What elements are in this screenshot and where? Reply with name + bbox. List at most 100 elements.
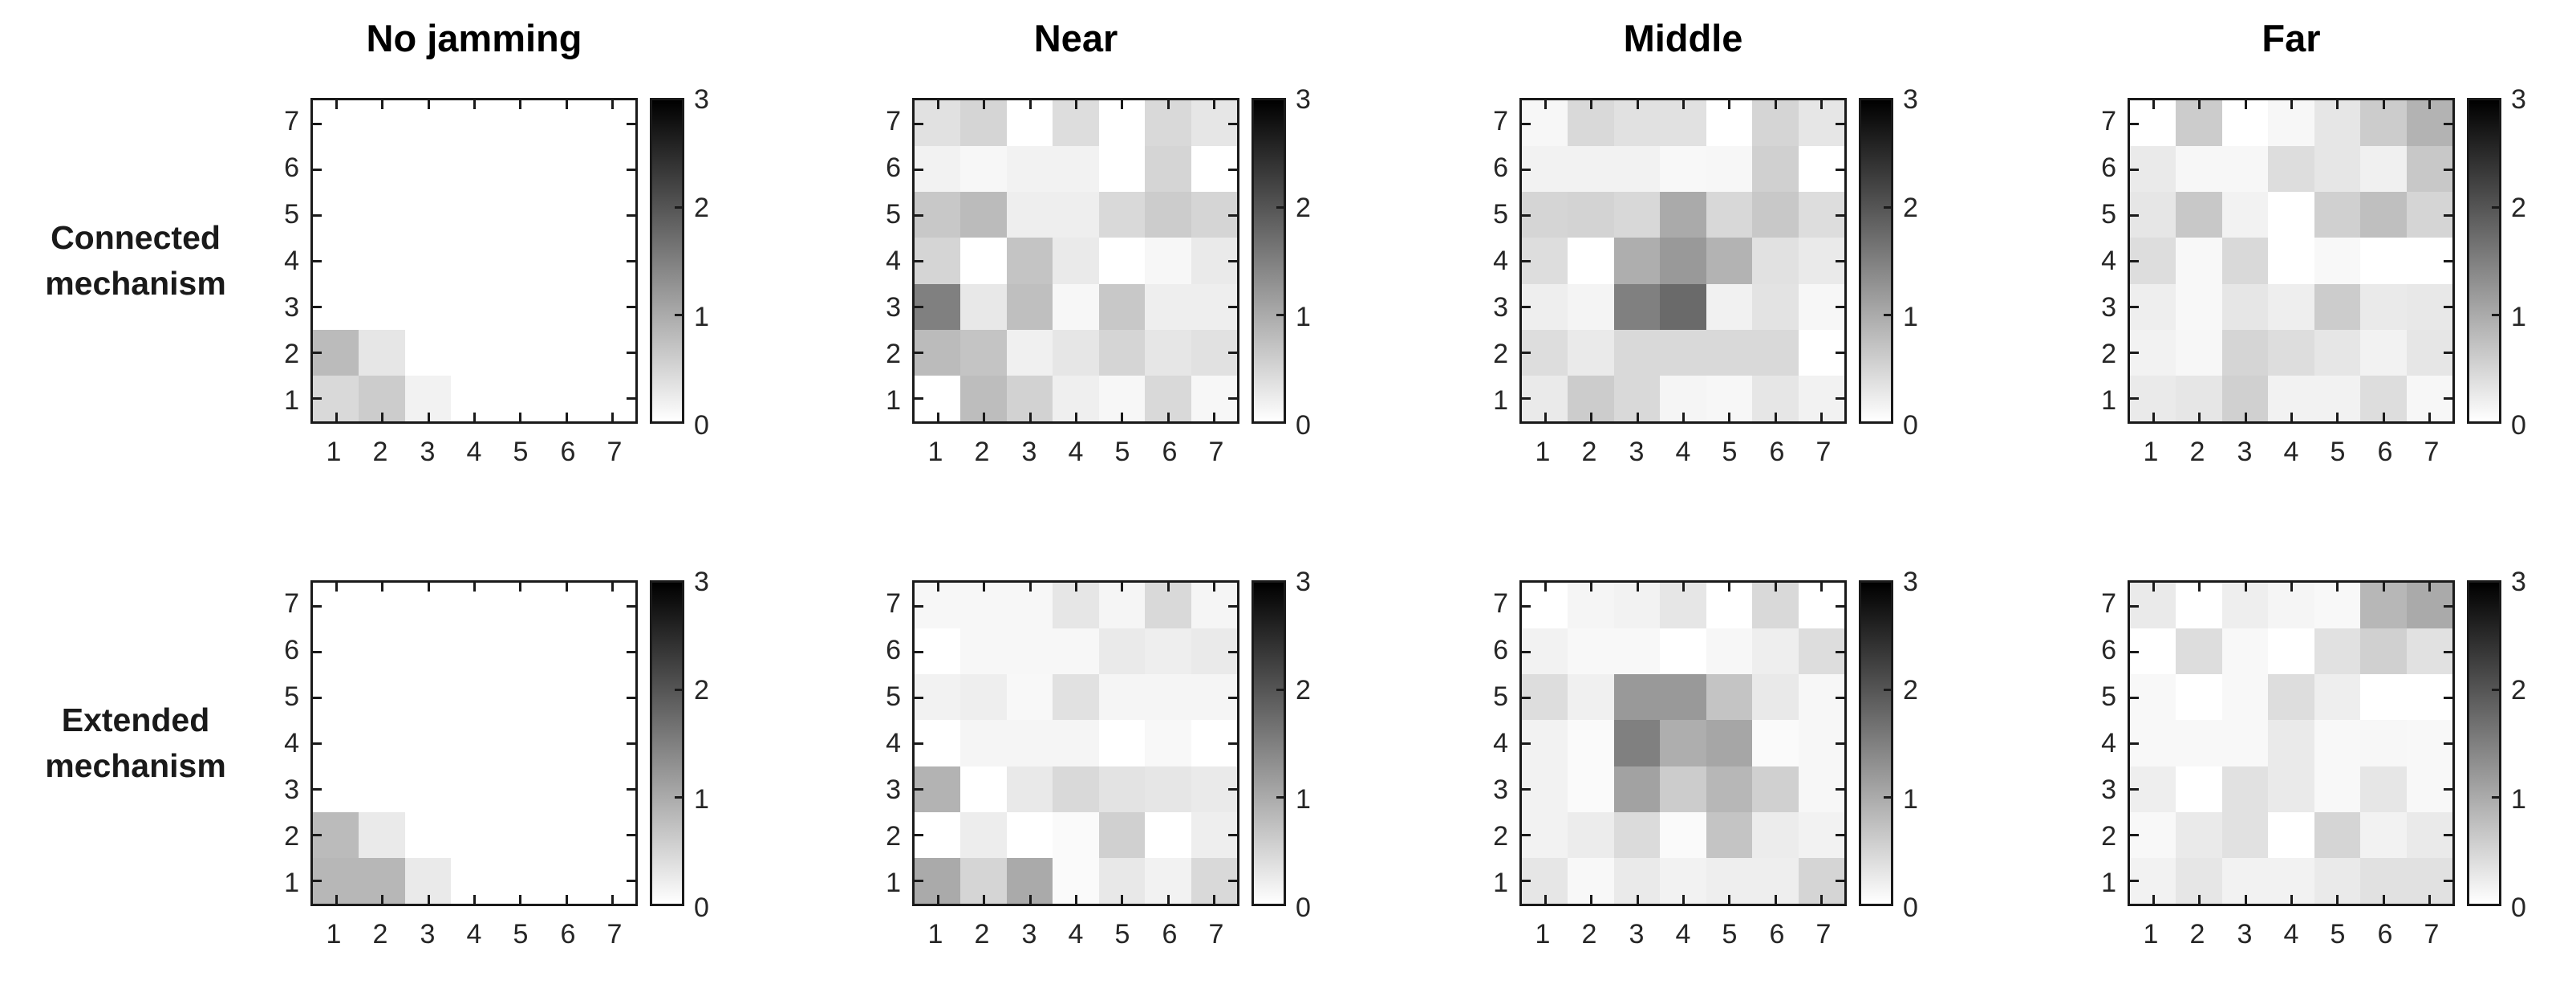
colorbar-tick-label: 0 bbox=[1296, 410, 1311, 441]
axis-tick bbox=[1228, 880, 1237, 882]
x-tick-label: 4 bbox=[2283, 437, 2299, 467]
axis-tick bbox=[1775, 100, 1777, 109]
y-tick-label: 2 bbox=[886, 339, 901, 369]
axis-tick bbox=[915, 880, 923, 882]
axis-tick bbox=[381, 413, 383, 421]
heatmap-cell bbox=[2314, 329, 2361, 376]
x-tick-label: 4 bbox=[2283, 919, 2299, 949]
heatmap-cell bbox=[1752, 146, 1799, 193]
heatmap-cell bbox=[960, 766, 1007, 812]
y-tick-label: 6 bbox=[886, 635, 901, 665]
axis-tick bbox=[1167, 895, 1170, 904]
x-tick-label: 2 bbox=[2189, 437, 2205, 467]
axis-tick bbox=[1590, 895, 1592, 904]
y-tick-label: 3 bbox=[2101, 775, 2116, 805]
axis-tick bbox=[1228, 352, 1237, 354]
colorbar-tick-label: 1 bbox=[2511, 302, 2526, 332]
y-tick-label: 6 bbox=[284, 152, 299, 183]
axis-tick bbox=[2245, 895, 2247, 904]
heatmap-cell bbox=[543, 811, 590, 858]
axis-tick bbox=[915, 214, 923, 217]
colorbar bbox=[1859, 98, 1893, 424]
y-tick-label: 5 bbox=[886, 681, 901, 712]
axis-tick bbox=[1522, 214, 1531, 217]
axis-tick bbox=[1522, 260, 1531, 262]
colorbar-tick bbox=[1884, 796, 1891, 799]
heatmap-cell bbox=[2268, 192, 2314, 238]
axis-tick bbox=[1836, 123, 1844, 125]
y-tick-label: 3 bbox=[1493, 775, 1508, 805]
axis-tick bbox=[627, 397, 635, 400]
colorbar-tick-label: 0 bbox=[2511, 410, 2526, 441]
heatmap-cell bbox=[451, 192, 497, 238]
heatmap-cell bbox=[2176, 674, 2222, 721]
axis-tick bbox=[428, 413, 430, 421]
heatmap-cell bbox=[1006, 811, 1053, 858]
heatmap-cell bbox=[359, 238, 405, 284]
x-tick-label: 5 bbox=[1722, 919, 1738, 949]
heatmap-cell bbox=[1613, 329, 1661, 376]
x-tick-label: 5 bbox=[1114, 437, 1130, 467]
axis-tick bbox=[627, 834, 635, 836]
x-tick-label: 7 bbox=[606, 437, 623, 467]
heatmap-cell bbox=[451, 674, 497, 721]
heatmap-cell bbox=[2268, 811, 2314, 858]
colorbar-tick-label: 3 bbox=[694, 84, 709, 115]
x-tick-label: 3 bbox=[1021, 437, 1037, 467]
axis-tick bbox=[2245, 583, 2247, 592]
colorbar-tick-label: 2 bbox=[2511, 193, 2526, 223]
y-tick-label: 4 bbox=[2101, 246, 2116, 276]
y-tick-label: 1 bbox=[1493, 385, 1508, 416]
axis-tick bbox=[915, 306, 923, 308]
axis-tick bbox=[2130, 214, 2139, 217]
heatmap-cell bbox=[1006, 766, 1053, 812]
heatmap-cell bbox=[1098, 811, 1146, 858]
axis-tick bbox=[1522, 697, 1531, 699]
heatmap-cell bbox=[2221, 329, 2269, 376]
axis-tick bbox=[983, 583, 985, 592]
heatmap-cell bbox=[1053, 192, 1099, 238]
axis-tick bbox=[2290, 583, 2293, 592]
x-tick-label: 1 bbox=[927, 437, 943, 467]
heatmap-cell bbox=[1568, 192, 1614, 238]
colorbar-tick bbox=[1884, 689, 1891, 691]
heatmap-cell bbox=[497, 766, 544, 812]
axis-tick bbox=[1590, 583, 1592, 592]
x-tick-label: 1 bbox=[2143, 919, 2159, 949]
heatmap-cell bbox=[1752, 192, 1799, 238]
heatmap-cell bbox=[1568, 628, 1614, 675]
x-tick-label: 7 bbox=[1815, 919, 1832, 949]
x-tick-label: 3 bbox=[2237, 919, 2253, 949]
x-tick-label: 3 bbox=[1629, 919, 1645, 949]
heatmap-cell bbox=[497, 283, 544, 330]
axis-tick bbox=[2444, 260, 2452, 262]
colorbar-tick bbox=[1276, 689, 1284, 691]
heatmap-cell bbox=[1098, 146, 1146, 193]
axis-tick bbox=[2444, 742, 2452, 745]
colorbar-tick-label: 3 bbox=[1903, 567, 1918, 597]
colorbar-tick-label: 2 bbox=[1903, 193, 1918, 223]
axis-tick bbox=[915, 352, 923, 354]
axis-tick bbox=[1544, 100, 1547, 109]
y-tick-label: 2 bbox=[1493, 821, 1508, 852]
heatmap-cell bbox=[1706, 192, 1753, 238]
y-tick-label: 7 bbox=[2101, 106, 2116, 136]
heatmap-cell bbox=[2268, 238, 2314, 284]
axis-tick bbox=[1075, 583, 1077, 592]
axis-tick bbox=[2290, 100, 2293, 109]
heatmap-box bbox=[310, 98, 638, 424]
axis-tick bbox=[1637, 100, 1639, 109]
x-tick-label: 6 bbox=[560, 919, 576, 949]
heatmap-cell bbox=[2268, 146, 2314, 193]
axis-tick bbox=[983, 100, 985, 109]
axis-tick bbox=[1228, 788, 1237, 791]
heatmap-cell bbox=[1006, 238, 1053, 284]
colorbar-tick bbox=[675, 314, 682, 316]
heatmap-cell bbox=[359, 192, 405, 238]
axis-tick bbox=[1167, 413, 1170, 421]
y-tick-label: 5 bbox=[284, 681, 299, 712]
heatmap-cell bbox=[404, 283, 452, 330]
axis-tick bbox=[566, 895, 568, 904]
axis-tick bbox=[2428, 100, 2431, 109]
heatmap-grid bbox=[1522, 100, 1844, 421]
